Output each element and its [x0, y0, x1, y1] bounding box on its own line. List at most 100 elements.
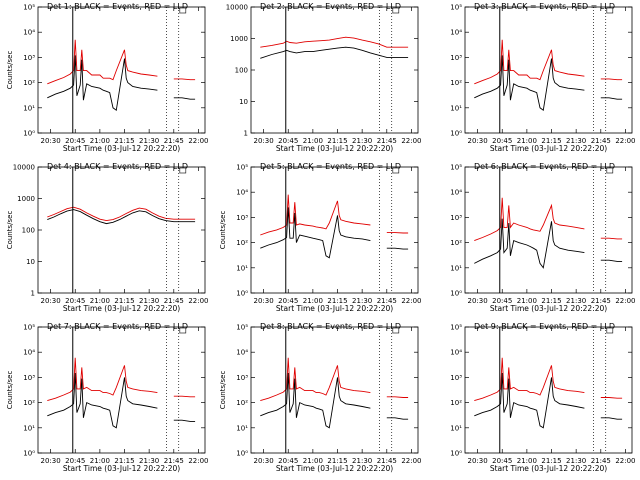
- y-tick-label: 10²: [23, 79, 35, 87]
- chart-panel: Det 6: BLACK = Events, RED = LLD 10⁰ 10¹ 10…: [450, 162, 635, 313]
- chart-panel: Det 4: BLACK = Events, RED = LLD 1 10 100 10…: [6, 162, 209, 313]
- marker-box: [179, 327, 187, 334]
- series-line-lld: [260, 194, 409, 236]
- y-tick-label: 10⁴: [236, 349, 248, 357]
- y-tick-label: 10³: [450, 54, 462, 62]
- series-line-lld: [47, 39, 196, 85]
- y-tick-label: 100: [22, 227, 35, 235]
- y-tick-label: 10³: [450, 374, 462, 382]
- x-tick-label: 20:45: [492, 457, 512, 465]
- x-tick-label: 22:00: [401, 297, 421, 305]
- x-tick-label: 20:45: [492, 137, 512, 145]
- chart-title: Det 9: BLACK = Events, RED = LLD: [474, 322, 615, 331]
- y-tick-label: 10⁵: [236, 324, 248, 332]
- y-tick-label: 10²: [450, 239, 462, 247]
- x-axis-label: Start Time (03-Jul-12 20:22:20): [63, 464, 180, 473]
- y-tick-label: 10⁰: [236, 290, 248, 298]
- x-tick-label: 21:15: [114, 297, 134, 305]
- y-tick-label: 10⁴: [23, 29, 35, 37]
- x-tick-label: 20:30: [468, 457, 488, 465]
- plot-frame: [250, 326, 419, 454]
- plot-frame: [250, 6, 419, 134]
- series-line-lld: [474, 197, 623, 242]
- x-tick-label: 21:15: [327, 137, 347, 145]
- x-tick-label: 20:45: [65, 457, 85, 465]
- plot-frame: [37, 6, 206, 134]
- y-tick-label: 10: [239, 98, 248, 106]
- y-tick-label: 10¹: [236, 264, 248, 272]
- series-line-events: [260, 46, 409, 59]
- chart-title: Det 8: BLACK = Events, RED = LLD: [260, 322, 401, 331]
- series-line-lld: [47, 206, 196, 222]
- plot-frame: [464, 6, 633, 134]
- x-tick-label: 21:15: [541, 297, 561, 305]
- x-tick-label: 21:00: [90, 457, 110, 465]
- plot-frame: [464, 166, 633, 294]
- chart-title: Det 3: BLACK = Events, RED = LLD: [474, 2, 615, 11]
- x-axis-label: Start Time (03-Jul-12 20:22:20): [490, 464, 607, 473]
- x-tick-label: 21:00: [303, 297, 323, 305]
- y-tick-label: 10⁵: [450, 164, 462, 172]
- x-tick-label: 20:45: [65, 297, 85, 305]
- y-tick-label: 10000: [226, 4, 248, 12]
- marker-box: [606, 7, 614, 14]
- x-axis-label: Start Time (03-Jul-12 20:22:20): [490, 304, 607, 313]
- y-tick-label: 10¹: [450, 104, 462, 112]
- x-tick-label: 21:00: [90, 137, 110, 145]
- y-tick-label: 10⁰: [236, 450, 248, 458]
- y-tick-label: 10⁴: [23, 349, 35, 357]
- y-tick-label: 1000: [17, 195, 35, 203]
- x-tick-label: 21:45: [591, 137, 611, 145]
- y-tick-label: 10000: [13, 164, 35, 172]
- chart-title: Det 6: BLACK = Events, RED = LLD: [474, 162, 615, 171]
- x-tick-label: 21:30: [566, 137, 586, 145]
- x-tick-label: 20:45: [492, 297, 512, 305]
- marker-box: [392, 327, 400, 334]
- y-tick-label: 10³: [23, 54, 35, 62]
- y-tick-label: 10³: [23, 374, 35, 382]
- x-tick-label: 22:00: [615, 297, 635, 305]
- series-line-lld: [260, 357, 409, 402]
- x-tick-label: 22:00: [615, 137, 635, 145]
- y-tick-label: 10³: [236, 374, 248, 382]
- series-line-lld: [47, 357, 196, 402]
- y-tick-label: 10⁴: [450, 349, 462, 357]
- series-line-events: [47, 55, 196, 111]
- x-tick-label: 21:45: [377, 137, 397, 145]
- y-tick-label: 10⁵: [450, 4, 462, 12]
- x-tick-label: 20:30: [254, 137, 274, 145]
- y-tick-label: 10¹: [23, 104, 35, 112]
- chart-panel: Det 1: BLACK = Events, RED = LLD 10⁰ 10¹ 10…: [6, 2, 209, 153]
- x-tick-label: 20:45: [65, 137, 85, 145]
- x-tick-label: 20:30: [468, 297, 488, 305]
- y-axis-label: Counts/sec: [219, 371, 227, 410]
- x-tick-label: 21:45: [164, 297, 184, 305]
- x-axis-label: Start Time (03-Jul-12 20:22:20): [276, 464, 393, 473]
- marker-box: [606, 167, 614, 174]
- y-tick-label: 10³: [236, 214, 248, 222]
- x-tick-label: 21:45: [591, 297, 611, 305]
- series-line-events: [47, 372, 196, 429]
- series-line-events: [260, 207, 409, 259]
- series-line-events: [474, 55, 623, 111]
- chart-title: Det 4: BLACK = Events, RED = LLD: [47, 162, 188, 171]
- y-tick-label: 10²: [450, 79, 462, 87]
- series-line-events: [260, 372, 409, 429]
- y-tick-label: 1: [244, 130, 248, 138]
- x-tick-label: 20:30: [41, 137, 61, 145]
- x-tick-label: 21:15: [327, 297, 347, 305]
- chart-panel: Det 8: BLACK = Events, RED = LLD 10⁰ 10¹ 10…: [219, 322, 422, 473]
- y-tick-label: 10⁵: [23, 324, 35, 332]
- y-tick-label: 10⁵: [23, 4, 35, 12]
- x-tick-label: 21:00: [517, 457, 537, 465]
- y-tick-label: 10³: [450, 214, 462, 222]
- marker-box: [179, 167, 187, 174]
- chart-panel: Det 2: BLACK = Events, RED = LLD 1 10 100 10…: [226, 2, 422, 153]
- y-tick-label: 10⁰: [450, 290, 462, 298]
- plot-frame: [464, 326, 633, 454]
- x-tick-label: 20:30: [468, 137, 488, 145]
- x-tick-label: 20:30: [254, 457, 274, 465]
- y-tick-label: 10⁰: [450, 450, 462, 458]
- x-tick-label: 20:30: [41, 457, 61, 465]
